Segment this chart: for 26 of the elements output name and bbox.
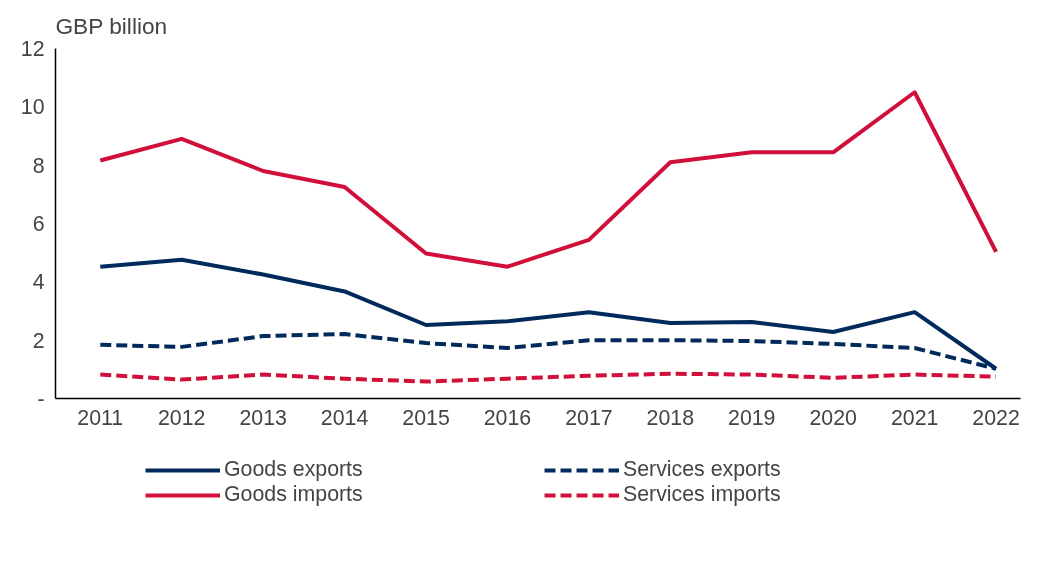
legend-label: Goods imports — [224, 482, 364, 507]
x-tick-label: 2013 — [239, 405, 287, 430]
y-tick-label: 6 — [32, 212, 45, 236]
x-tick-label: 2011 — [77, 405, 124, 430]
x-tick-label: 2014 — [320, 405, 369, 430]
legend-label: Goods exports — [224, 457, 364, 482]
x-tick-label: 2016 — [483, 405, 532, 430]
legend-label: Services exports — [623, 457, 782, 482]
line-series — [98, 90, 999, 269]
x-tick-label: 2021 — [890, 405, 939, 430]
x-tick-label: 2020 — [809, 405, 858, 430]
y-tick-label: 4 — [32, 270, 45, 295]
line-series — [98, 371, 999, 384]
x-tick-label: 2017 — [565, 405, 613, 430]
y-tick-label: - — [37, 387, 45, 411]
x-tick-label: 2018 — [646, 405, 695, 430]
y-axis-title: GBP billion — [55, 12, 168, 39]
y-tick-label: 2 — [32, 328, 45, 353]
x-tick-label: 2019 — [728, 405, 776, 430]
y-tick-label: 8 — [32, 153, 45, 178]
x-tick-label: 2022 — [972, 405, 1020, 430]
legend-label: Services imports — [623, 482, 782, 507]
x-tick-label: 2015 — [402, 405, 450, 430]
y-tick-label: 10 — [20, 95, 45, 120]
y-tick-label: 12 — [20, 37, 45, 61]
x-tick-label: 2012 — [158, 405, 206, 430]
